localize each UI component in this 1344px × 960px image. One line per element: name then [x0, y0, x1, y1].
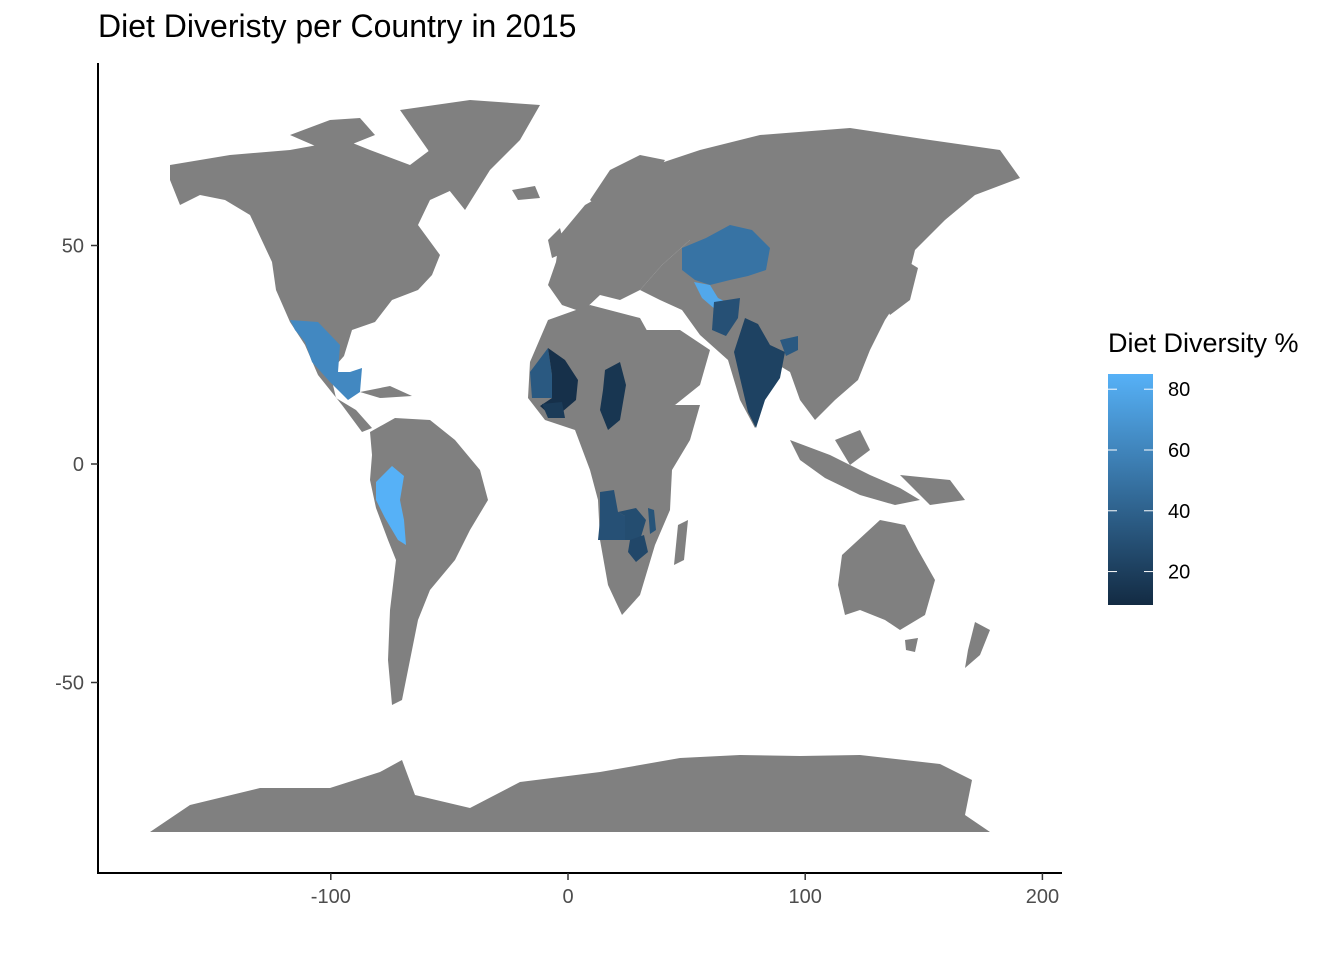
x-ticks: -100 0 100 200 [311, 873, 1059, 908]
x-tick-label: 0 [562, 886, 573, 908]
legend: 80 60 40 20 [1108, 374, 1190, 605]
region-burkina-faso [542, 402, 565, 418]
land-australia [838, 520, 935, 630]
region-india [734, 318, 785, 428]
region-afghanistan [712, 298, 740, 336]
region-mexico [290, 320, 362, 400]
land-borneo [835, 430, 870, 465]
land-antarctica [150, 755, 990, 832]
land-uk [548, 228, 566, 258]
land-europe [548, 170, 690, 312]
legend-tick-label: 80 [1168, 379, 1190, 401]
region-chad [600, 362, 626, 430]
legend-tick-label: 20 [1168, 562, 1190, 584]
axes [97, 63, 1062, 874]
chart-title: Diet Diveristy per Country in 2015 [98, 8, 577, 44]
y-ticks: 50 0 -50 [55, 236, 98, 695]
country-regions [290, 225, 798, 562]
region-peru [376, 466, 406, 545]
land-caribbean [360, 386, 412, 398]
legend-colorbar [1108, 374, 1153, 605]
land-indonesia [790, 440, 920, 505]
region-kazakhstan [682, 225, 770, 285]
land-madagascar [674, 520, 688, 565]
region-mali [540, 348, 578, 415]
region-zimbabwe [628, 535, 648, 562]
legend-tick-label: 60 [1168, 440, 1190, 462]
land-iceland [512, 186, 540, 200]
region-zambia [618, 508, 646, 540]
region-angola [598, 490, 625, 540]
land-tasmania [905, 638, 918, 652]
land-japan [885, 260, 918, 315]
land-masses [150, 100, 1020, 832]
land-south-america [370, 418, 488, 705]
region-bangladesh [780, 336, 798, 356]
region-mauritania [530, 348, 552, 398]
legend-title: Diet Diversity % [1108, 328, 1299, 358]
legend-tick-label: 40 [1168, 501, 1190, 523]
land-arctic-islands [290, 118, 375, 148]
y-tick-label: 0 [73, 454, 84, 476]
land-north-america [170, 140, 465, 432]
legend-ticks: 80 60 40 20 [1108, 379, 1190, 584]
land-arabia [640, 330, 710, 405]
x-tick-label: -100 [311, 886, 351, 908]
region-malawi [648, 508, 656, 534]
y-tick-label: -50 [55, 673, 84, 695]
land-new-guinea [900, 475, 965, 505]
x-tick-label: 200 [1026, 886, 1059, 908]
land-new-zealand [965, 622, 990, 668]
y-tick-label: 50 [62, 236, 84, 258]
x-tick-label: 100 [789, 886, 822, 908]
land-greenland [400, 100, 540, 210]
